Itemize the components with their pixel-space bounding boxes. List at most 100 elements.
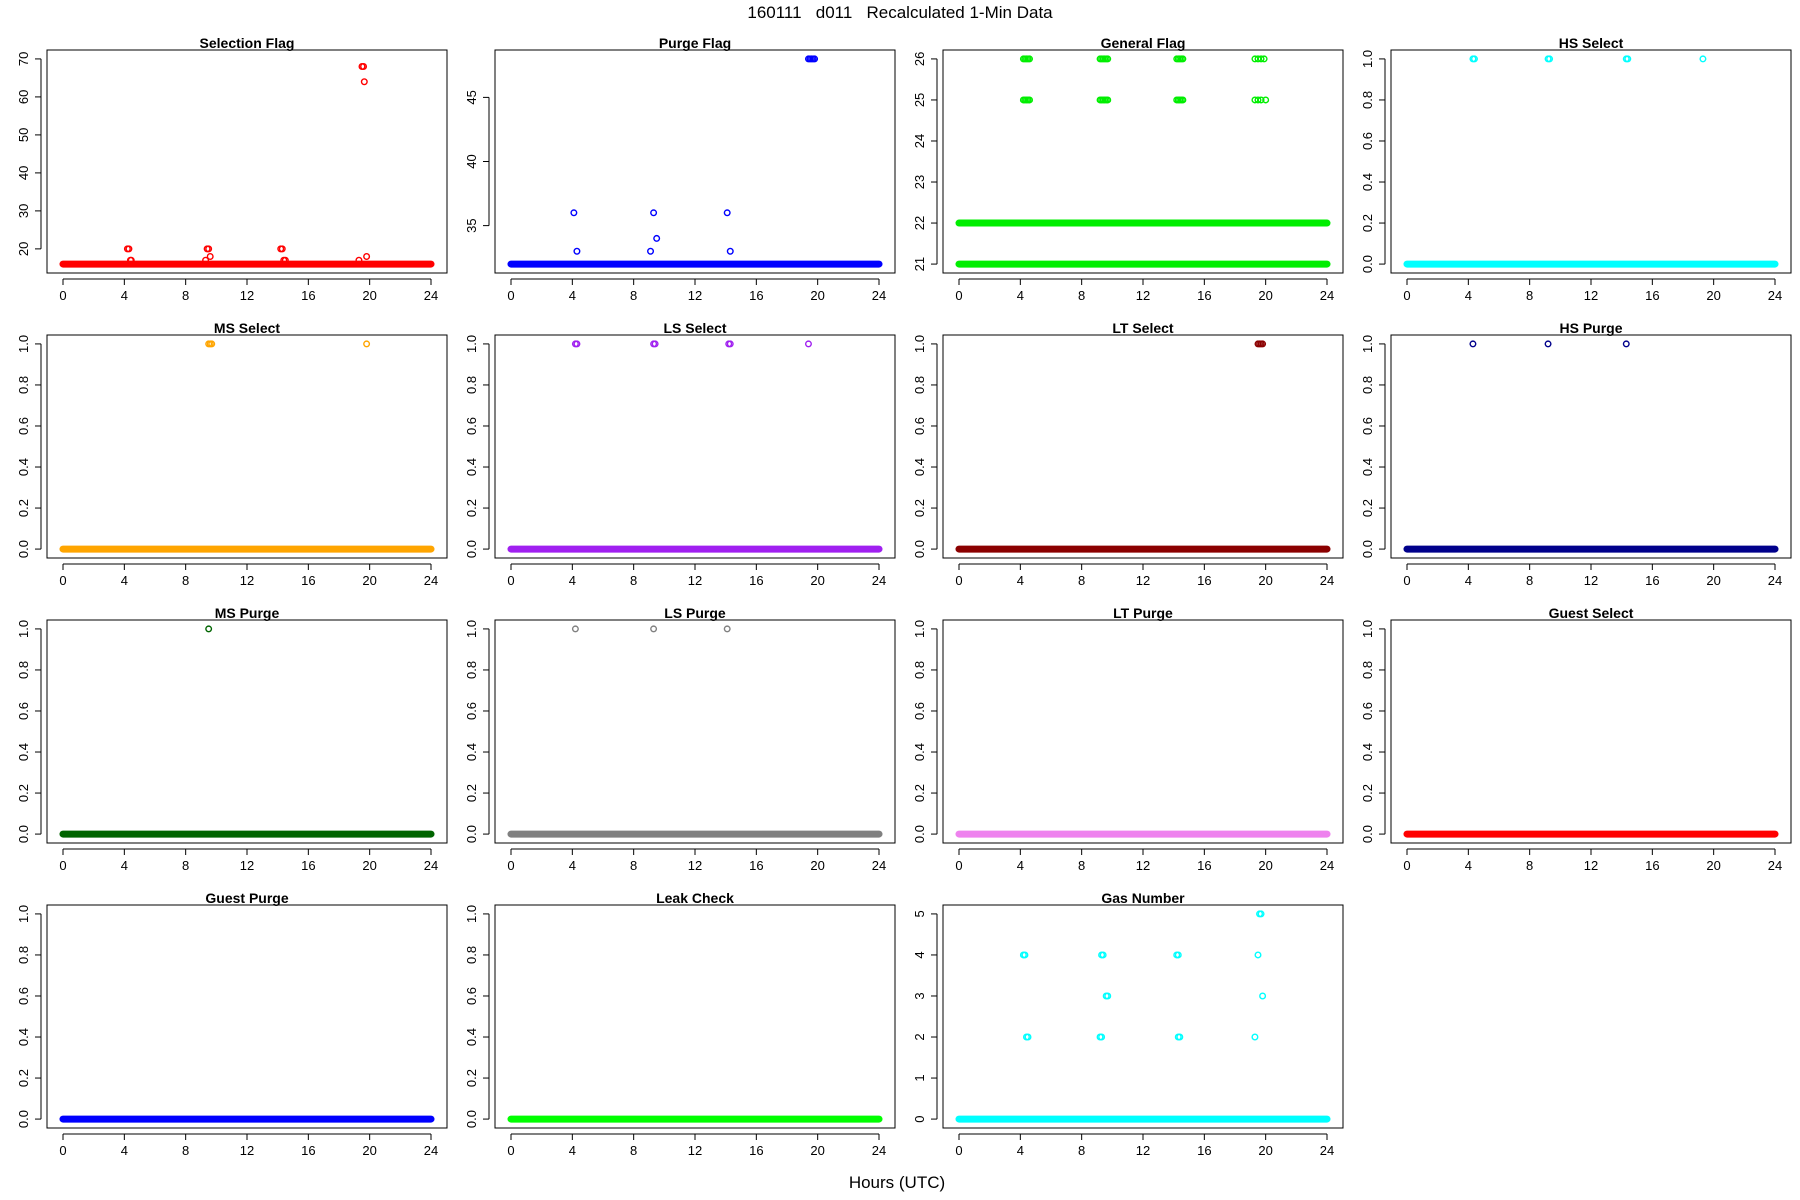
data-point bbox=[1024, 1033, 1032, 1041]
x-tick-label: 0 bbox=[59, 288, 66, 303]
x-tick-label: 12 bbox=[240, 858, 254, 873]
x-tick-label: 20 bbox=[1258, 1143, 1272, 1158]
data-point bbox=[1179, 96, 1187, 104]
panel-ms-select: MS Select 0 4 8 12 16 20 24 0.0 0.2 0.4 0.6 0.8 1.0 bbox=[16, 320, 448, 588]
plot-frame bbox=[494, 619, 896, 844]
data-point bbox=[125, 245, 133, 253]
y-tick-label: 60 bbox=[16, 90, 31, 104]
data-point bbox=[355, 256, 363, 264]
x-tick-label: 12 bbox=[1584, 858, 1598, 873]
x-tick-label: 20 bbox=[1258, 573, 1272, 588]
data-point bbox=[723, 209, 731, 217]
data-point bbox=[726, 247, 734, 255]
x-tick-label: 8 bbox=[182, 858, 189, 873]
plot-frame bbox=[942, 619, 1344, 844]
y-tick-label: 0.2 bbox=[1360, 214, 1375, 232]
x-tick-label: 12 bbox=[1584, 573, 1598, 588]
x-tick-label: 20 bbox=[362, 858, 376, 873]
y-tick-label: 0.6 bbox=[912, 417, 927, 435]
y-tick-label: 0.6 bbox=[912, 702, 927, 720]
x-axis: 0 4 8 12 16 20 24 bbox=[59, 278, 438, 303]
x-tick-label: 20 bbox=[810, 1143, 824, 1158]
y-tick-label: 0.8 bbox=[912, 376, 927, 394]
y-tick-label: 5 bbox=[912, 910, 927, 917]
y-tick-label: 0.4 bbox=[1360, 743, 1375, 761]
x-tick-label: 16 bbox=[1645, 858, 1659, 873]
data-point bbox=[127, 256, 135, 264]
y-tick-label: 0.8 bbox=[464, 946, 479, 964]
x-tick-label: 12 bbox=[1136, 573, 1150, 588]
panel-title: LS Purge bbox=[664, 605, 726, 621]
x-tick-label: 4 bbox=[569, 858, 576, 873]
x-tick-label: 16 bbox=[1645, 573, 1659, 588]
x-tick-label: 8 bbox=[182, 573, 189, 588]
x-tick-label: 24 bbox=[872, 1143, 886, 1158]
x-tick-label: 4 bbox=[121, 288, 128, 303]
y-tick-label: 0.0 bbox=[464, 825, 479, 843]
y-tick-label: 1.0 bbox=[912, 335, 927, 353]
plot-frame bbox=[494, 49, 896, 274]
x-tick-label: 4 bbox=[1017, 573, 1024, 588]
y-tick-label: 40 bbox=[16, 166, 31, 180]
y-tick-label: 0.0 bbox=[16, 540, 31, 558]
x-tick-label: 4 bbox=[1017, 858, 1024, 873]
panel-title: Purge Flag bbox=[659, 35, 731, 51]
x-tick-label: 16 bbox=[1197, 858, 1211, 873]
plot-frame bbox=[46, 619, 448, 844]
y-tick-label: 0.6 bbox=[464, 702, 479, 720]
data-point bbox=[1104, 992, 1112, 1000]
y-tick-label: 23 bbox=[912, 175, 927, 189]
data-point bbox=[1257, 55, 1265, 63]
x-tick-label: 0 bbox=[59, 1143, 66, 1158]
y-tick-label: 0.6 bbox=[1360, 417, 1375, 435]
x-tick-label: 8 bbox=[1078, 288, 1085, 303]
x-tick-label: 8 bbox=[182, 288, 189, 303]
x-tick-label: 0 bbox=[507, 1143, 514, 1158]
x-tick-label: 4 bbox=[121, 858, 128, 873]
y-tick-label: 1.0 bbox=[16, 335, 31, 353]
x-tick-label: 8 bbox=[630, 288, 637, 303]
panel-title: LT Select bbox=[1112, 320, 1174, 336]
x-tick-label: 20 bbox=[1706, 573, 1720, 588]
data-series bbox=[955, 910, 1331, 1123]
data-point bbox=[1174, 951, 1182, 959]
y-axis: 0.0 0.2 0.4 0.6 0.8 1.0 bbox=[912, 620, 938, 843]
y-tick-label: 0.0 bbox=[16, 825, 31, 843]
y-tick-label: 0.6 bbox=[464, 417, 479, 435]
y-tick-label: 1 bbox=[912, 1074, 927, 1081]
y-tick-label: 0.0 bbox=[912, 540, 927, 558]
y-tick-label: 0.4 bbox=[16, 743, 31, 761]
y-tick-label: 0.0 bbox=[912, 825, 927, 843]
panel-title: HS Purge bbox=[1559, 320, 1622, 336]
x-tick-label: 4 bbox=[1465, 288, 1472, 303]
plot-frame bbox=[46, 49, 448, 274]
data-point bbox=[208, 340, 216, 348]
y-tick-label: 1.0 bbox=[16, 905, 31, 923]
y-tick-label: 0.4 bbox=[1360, 173, 1375, 191]
x-tick-label: 16 bbox=[749, 858, 763, 873]
data-point bbox=[1259, 340, 1267, 348]
plot-frame bbox=[1390, 49, 1792, 274]
x-axis: 0 4 8 12 16 20 24 bbox=[955, 848, 1334, 873]
data-point bbox=[1026, 96, 1034, 104]
x-tick-label: 16 bbox=[749, 1143, 763, 1158]
data-point bbox=[571, 625, 579, 633]
data-point bbox=[281, 256, 289, 264]
y-tick-label: 20 bbox=[16, 242, 31, 256]
y-tick-label: 25 bbox=[912, 93, 927, 107]
y-tick-label: 45 bbox=[464, 90, 479, 104]
x-axis: 0 4 8 12 16 20 24 bbox=[1403, 848, 1782, 873]
x-tick-label: 20 bbox=[810, 858, 824, 873]
y-tick-label: 30 bbox=[16, 204, 31, 218]
x-tick-label: 4 bbox=[569, 1143, 576, 1158]
x-tick-label: 8 bbox=[182, 1143, 189, 1158]
y-tick-label: 0.4 bbox=[16, 458, 31, 476]
x-tick-label: 0 bbox=[507, 288, 514, 303]
x-axis: 0 4 8 12 16 20 24 bbox=[507, 848, 886, 873]
x-tick-label: 12 bbox=[1136, 288, 1150, 303]
data-series bbox=[955, 340, 1331, 553]
x-tick-label: 24 bbox=[872, 573, 886, 588]
y-tick-label: 22 bbox=[912, 216, 927, 230]
x-tick-label: 20 bbox=[1706, 858, 1720, 873]
